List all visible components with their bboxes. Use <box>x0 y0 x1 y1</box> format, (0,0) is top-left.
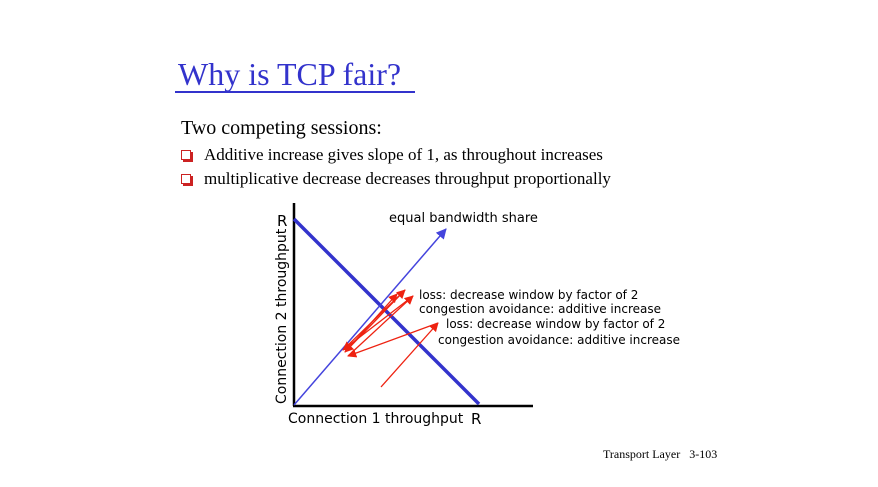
checkbox-square-icon <box>181 150 191 160</box>
capacity-line <box>292 217 481 406</box>
title-underline <box>175 91 415 93</box>
slide-footer: Transport Layer 3-103 <box>603 447 718 461</box>
checkbox-square-icon <box>181 174 191 184</box>
bullet-text: multiplicative decrease decreases throug… <box>204 169 611 188</box>
trajectory-arrow <box>347 295 414 357</box>
equal-share-label: equal bandwidth share <box>389 211 538 226</box>
equal-share-line <box>293 228 447 406</box>
annotation-loss-2: loss: decrease window by factor of 2 <box>446 317 665 331</box>
trajectory-arrow <box>380 322 439 388</box>
annotation-avoidance-1: congestion avoidance: additive increase <box>419 302 661 316</box>
bullet-item: multiplicative decrease decreases throug… <box>181 169 611 189</box>
y-axis-max-label: R <box>277 212 287 230</box>
trajectory-arrow <box>344 293 398 353</box>
slide-title: Why is TCP fair? <box>178 56 402 92</box>
bullet-text: Additive increase gives slope of 1, as t… <box>204 145 603 164</box>
y-axis-label: Connection 2 throughput <box>274 228 290 404</box>
trajectory-arrow <box>347 322 439 358</box>
annotation-loss-1: loss: decrease window by factor of 2 <box>419 288 638 302</box>
x-axis-max-label: R <box>471 410 481 428</box>
annotation-avoidance-2: congestion avoidance: additive increase <box>438 333 680 347</box>
slide-subtitle: Two competing sessions: <box>181 117 382 139</box>
bullet-item: Additive increase gives slope of 1, as t… <box>181 145 603 165</box>
x-axis-label: Connection 1 throughput <box>288 411 464 427</box>
trajectory-arrows <box>342 289 439 388</box>
